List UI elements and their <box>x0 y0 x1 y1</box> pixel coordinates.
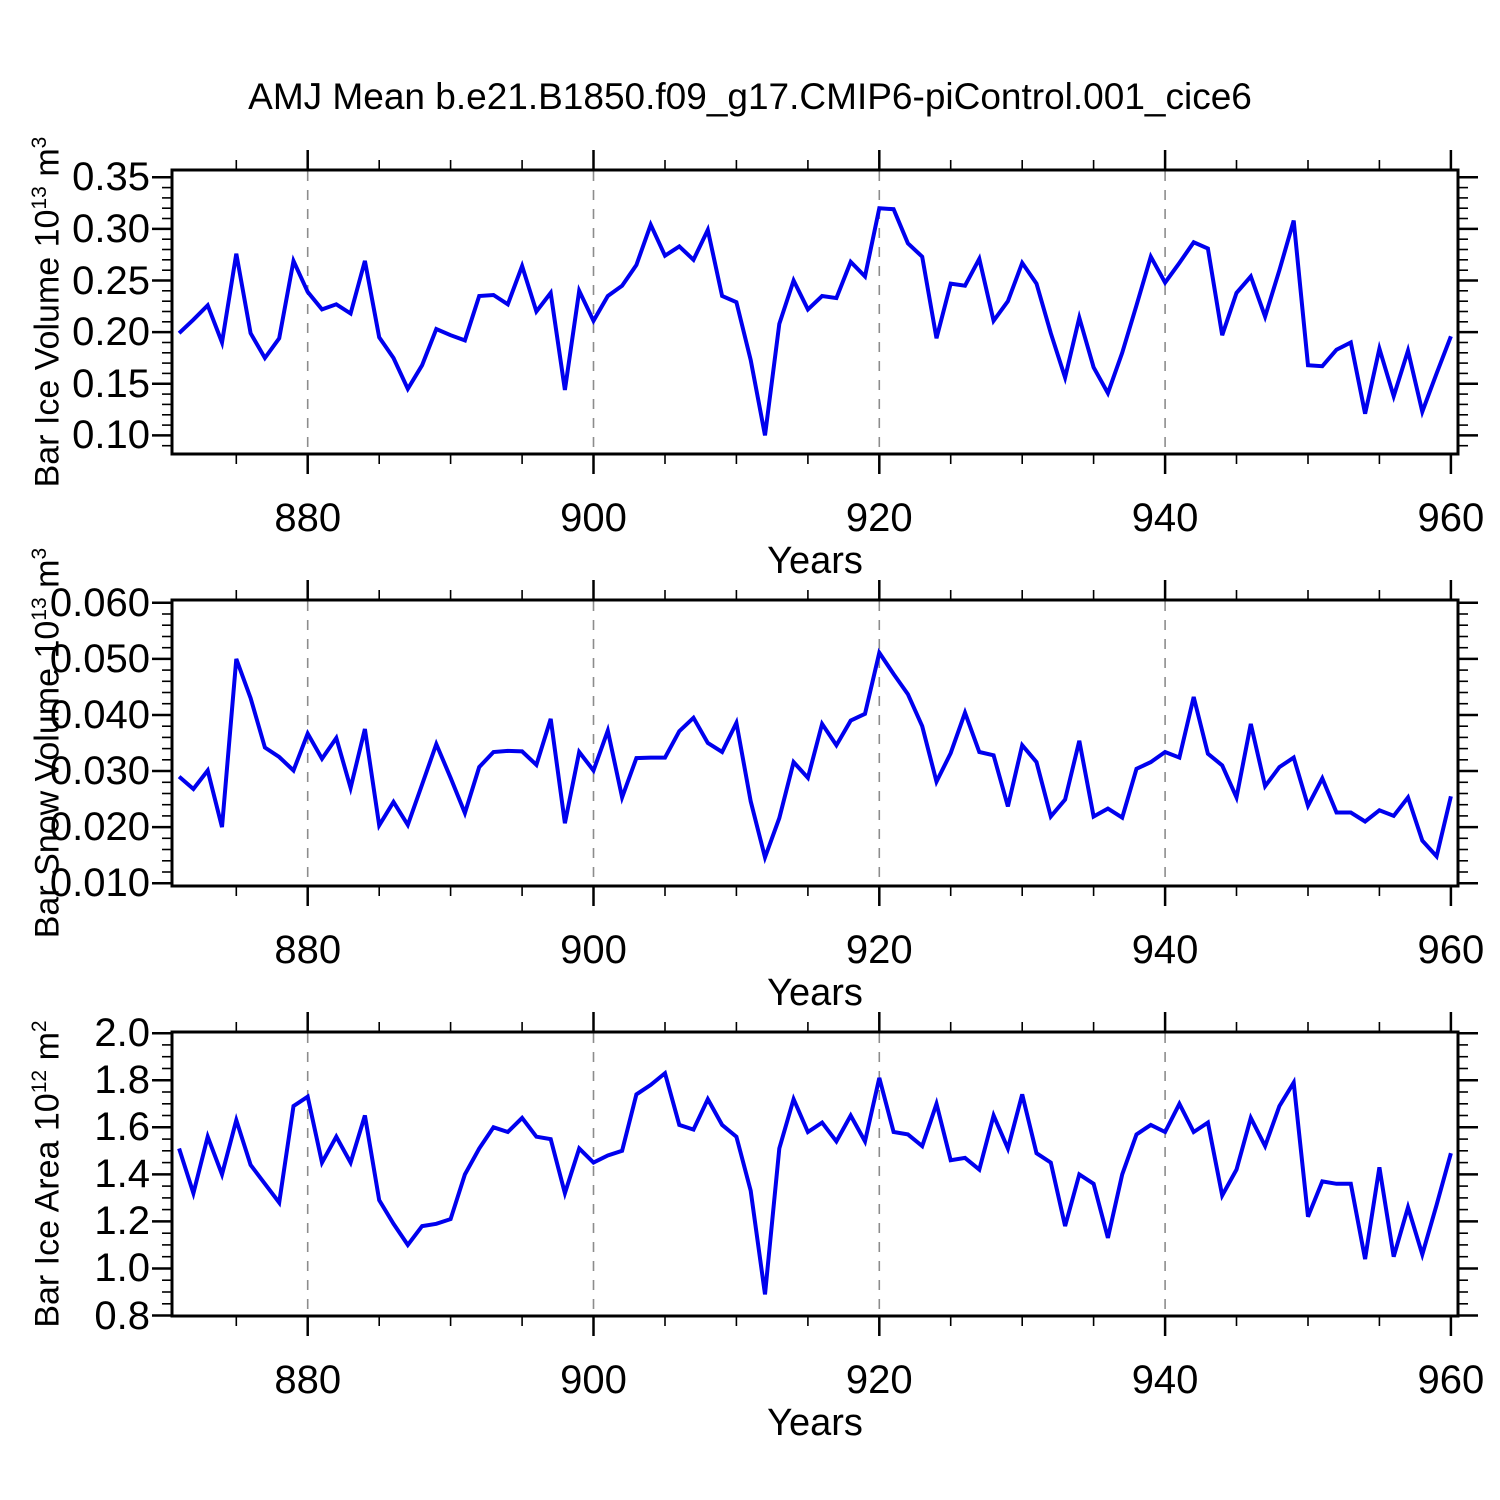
panel2-x-tick-label: 940 <box>1131 928 1199 972</box>
panel1-y-tick-label: 0.25 <box>72 258 150 303</box>
panel2-yaxis-title: Bar Snow Volume 1013 m3 <box>28 547 67 939</box>
panel3-x-tick-label: 920 <box>845 1358 913 1402</box>
panel2-series-line <box>177 647 1453 865</box>
panel2-y-tick-label: 0.030 <box>49 749 150 794</box>
panel2-y-tick-label: 0.050 <box>49 636 150 681</box>
panel1-y-tick-label: 0.10 <box>72 413 150 458</box>
panel1-y-tick-label: 0.35 <box>72 155 150 200</box>
panel3-xaxis-title: Years <box>767 1402 863 1444</box>
panel3-y-tick-label: 1.0 <box>94 1246 150 1291</box>
panel2-y-tick-label: 0.010 <box>49 861 150 906</box>
panel2-y-tick-label: 0.040 <box>49 692 150 737</box>
panel3-frame <box>170 1030 1460 1318</box>
panel2-x-tick-label: 920 <box>845 928 913 972</box>
panel1-x-tick-label: 920 <box>845 496 913 540</box>
panel1-y-tick-label: 0.20 <box>72 310 150 355</box>
panel3-y-tick-label: 1.4 <box>94 1152 150 1197</box>
panel1-y-tick-label: 0.30 <box>72 206 150 251</box>
panel3-y-tick-label: 1.8 <box>94 1058 150 1103</box>
panel2-x-tick-label: 960 <box>1417 928 1485 972</box>
panel3-y-tick-label: 0.8 <box>94 1293 150 1338</box>
panel3-x-tick-label: 940 <box>1131 1358 1199 1402</box>
panel3-y-tick-label: 2.0 <box>94 1011 150 1056</box>
chart-title: AMJ Mean b.e21.B1850.f09_g17.CMIP6-piCon… <box>248 76 1252 117</box>
panel1-x-tick-label: 900 <box>560 496 627 540</box>
panel1-yaxis-title: Bar Ice Volume 1013 m3 <box>28 136 67 488</box>
panel3-y-tick-label: 1.2 <box>94 1199 150 1244</box>
panel1-x-tick-label: 940 <box>1131 496 1199 540</box>
panel3-yaxis-title: Bar Ice Area 1012 m2 <box>28 1020 67 1328</box>
panel3-x-tick-label: 880 <box>274 1358 342 1402</box>
panel3-x-tick-label: 900 <box>560 1358 627 1402</box>
panel1-y-tick-label: 0.15 <box>72 361 150 406</box>
panel2-y-tick-label: 0.060 <box>49 580 150 625</box>
panel3-series-line <box>177 1069 1453 1295</box>
panel3-y-tick-label: 1.6 <box>94 1105 150 1150</box>
panel2-frame <box>170 598 1460 888</box>
panel2-x-tick-label: 880 <box>274 928 342 972</box>
panel1-x-tick-label: 960 <box>1417 496 1485 540</box>
panel2-y-tick-label: 0.020 <box>49 805 150 850</box>
panel1-xaxis-title: Years <box>767 540 863 582</box>
panel3-x-tick-label: 960 <box>1417 1358 1485 1402</box>
panel2-xaxis-title: Years <box>767 972 863 1014</box>
panel1-x-tick-label: 880 <box>274 496 342 540</box>
panel2-x-tick-label: 900 <box>560 928 627 972</box>
panel1-series-line <box>177 206 1453 436</box>
